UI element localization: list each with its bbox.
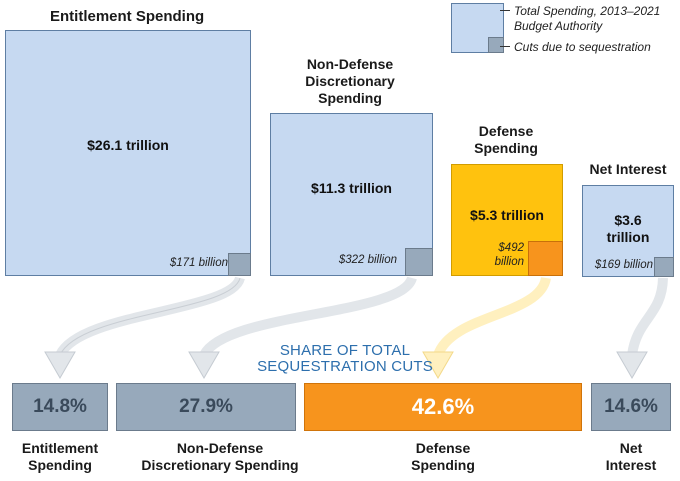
defense-cut-square bbox=[528, 241, 563, 276]
nondefense-bottom-label: Non-Defense Discretionary Spending bbox=[141, 440, 299, 473]
legend-total-label: Total Spending, 2013–2021 Budget Authori… bbox=[514, 4, 661, 33]
nondefense-total-square: $11.3 trillion $322 billion bbox=[270, 113, 433, 276]
interest-top-label: Net Interest bbox=[589, 161, 667, 177]
entitlement-amount: $26.1 trillion bbox=[87, 137, 169, 153]
defense-share-bar: 42.6% bbox=[304, 383, 582, 431]
defense-top-label: Defense Spending bbox=[474, 123, 538, 156]
defense-arrow bbox=[433, 276, 551, 358]
nondefense-amount: $11.3 trillion bbox=[311, 180, 392, 196]
defense-amount: $5.3 trillion bbox=[470, 207, 544, 223]
nondefense-cut-square bbox=[405, 248, 433, 276]
interest-arrow bbox=[627, 277, 668, 356]
entitlement-total-square: $26.1 trillion $171 billion bbox=[5, 30, 251, 276]
entitlement-cut-label: $171 billion bbox=[169, 257, 228, 269]
legend-leader-top bbox=[500, 10, 510, 11]
interest-cut-square bbox=[654, 257, 674, 277]
entitlement-bottom-label: Entitlement Spending bbox=[21, 440, 99, 473]
share-title: SHARE OF TOTAL SEQUESTRATION CUTS bbox=[257, 342, 433, 375]
defense-arrowhead bbox=[422, 351, 454, 380]
defense-bottom-label: Defense Spending bbox=[411, 440, 475, 473]
defense-total-square: $5.3 trillion $492 billion bbox=[451, 164, 563, 276]
interest-bottom-label: Net Interest bbox=[605, 440, 657, 473]
entitlement-arrowhead bbox=[44, 351, 76, 380]
nondefense-top-label: Non-Defense Discretionary Spending bbox=[305, 56, 395, 106]
entitlement-share-bar: 14.8% bbox=[12, 383, 108, 431]
defense-cut-label: $492 billion bbox=[494, 242, 524, 268]
interest-cut-label: $169 billion bbox=[594, 259, 653, 271]
entitlement-cut-square bbox=[228, 253, 251, 276]
interest-arrowhead bbox=[616, 351, 648, 380]
nondefense-cut-label: $322 billion bbox=[338, 254, 397, 266]
legend-cut-swatch bbox=[488, 37, 504, 53]
interest-share-bar: 14.6% bbox=[591, 383, 671, 431]
legend-leader-bottom bbox=[500, 46, 510, 47]
interest-total-square: $3.6 trillion $169 billion bbox=[582, 185, 674, 277]
entitlement-top-label: Entitlement Spending bbox=[50, 8, 205, 25]
interest-amount: $3.6 trillion bbox=[606, 212, 650, 245]
nondefense-arrowhead bbox=[188, 351, 220, 380]
nondefense-share-bar: 27.9% bbox=[116, 383, 296, 431]
nondefense-arrow bbox=[199, 275, 417, 358]
legend-total-swatch bbox=[451, 3, 504, 53]
legend-cuts-label: Cuts due to sequestration bbox=[514, 40, 651, 54]
